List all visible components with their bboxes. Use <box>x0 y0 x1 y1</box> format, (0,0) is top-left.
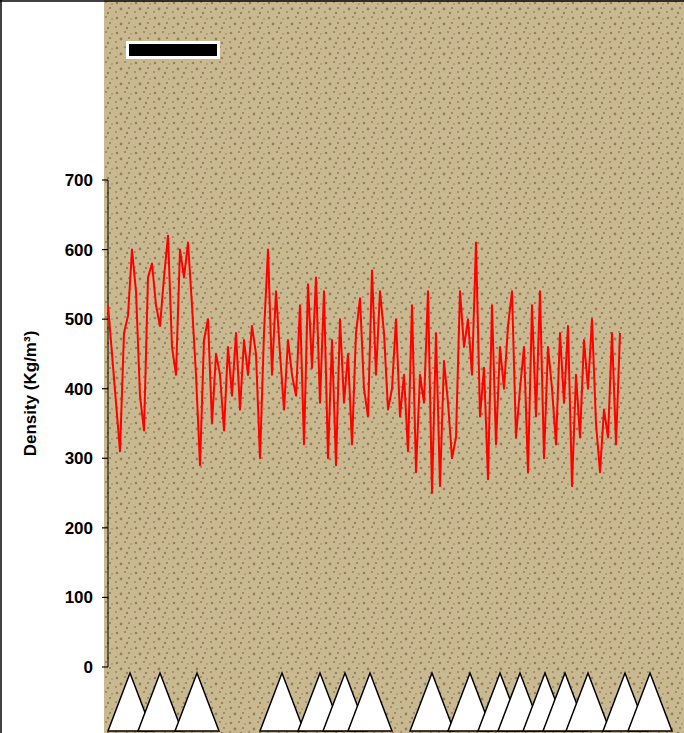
y-tick-label: 600 <box>65 241 93 260</box>
y-tick-label: 200 <box>65 519 93 538</box>
scale-bar <box>129 44 217 56</box>
ring-marker <box>175 673 219 731</box>
ring-markers <box>108 673 672 731</box>
chart: 0 100 200 300 400 500 600 700 Density (Kg/m³) <box>0 0 684 733</box>
y-tick <box>102 666 108 667</box>
ring-marker <box>348 673 392 731</box>
wood-photo <box>104 0 684 733</box>
y-tick-label: 0 <box>84 658 93 677</box>
y-tick-label: 100 <box>65 588 93 607</box>
y-tick <box>102 527 108 528</box>
y-tick-label: 500 <box>65 310 93 329</box>
plot-area <box>108 236 620 493</box>
y-tick-label: 700 <box>65 171 93 190</box>
y-tick <box>102 249 108 250</box>
y-axis-title: Density (Kg/m³) <box>21 331 40 457</box>
scale-bar-border <box>126 41 220 59</box>
y-tick-label: 300 <box>65 449 93 468</box>
y-tick <box>102 319 108 320</box>
ring-marker <box>566 673 610 731</box>
y-tick <box>102 458 108 459</box>
wood-tint <box>104 0 684 733</box>
frame <box>0 0 2 733</box>
y-tick <box>102 179 108 180</box>
y-tick <box>102 597 108 598</box>
ring-marker <box>138 673 182 731</box>
ring-marker <box>410 673 454 731</box>
ring-marker <box>260 673 304 731</box>
density-line <box>108 236 620 493</box>
ring-marker <box>628 673 672 731</box>
y-axis <box>108 180 109 667</box>
frame <box>0 0 684 2</box>
y-tick <box>102 388 108 389</box>
y-tick-label: 400 <box>65 380 93 399</box>
